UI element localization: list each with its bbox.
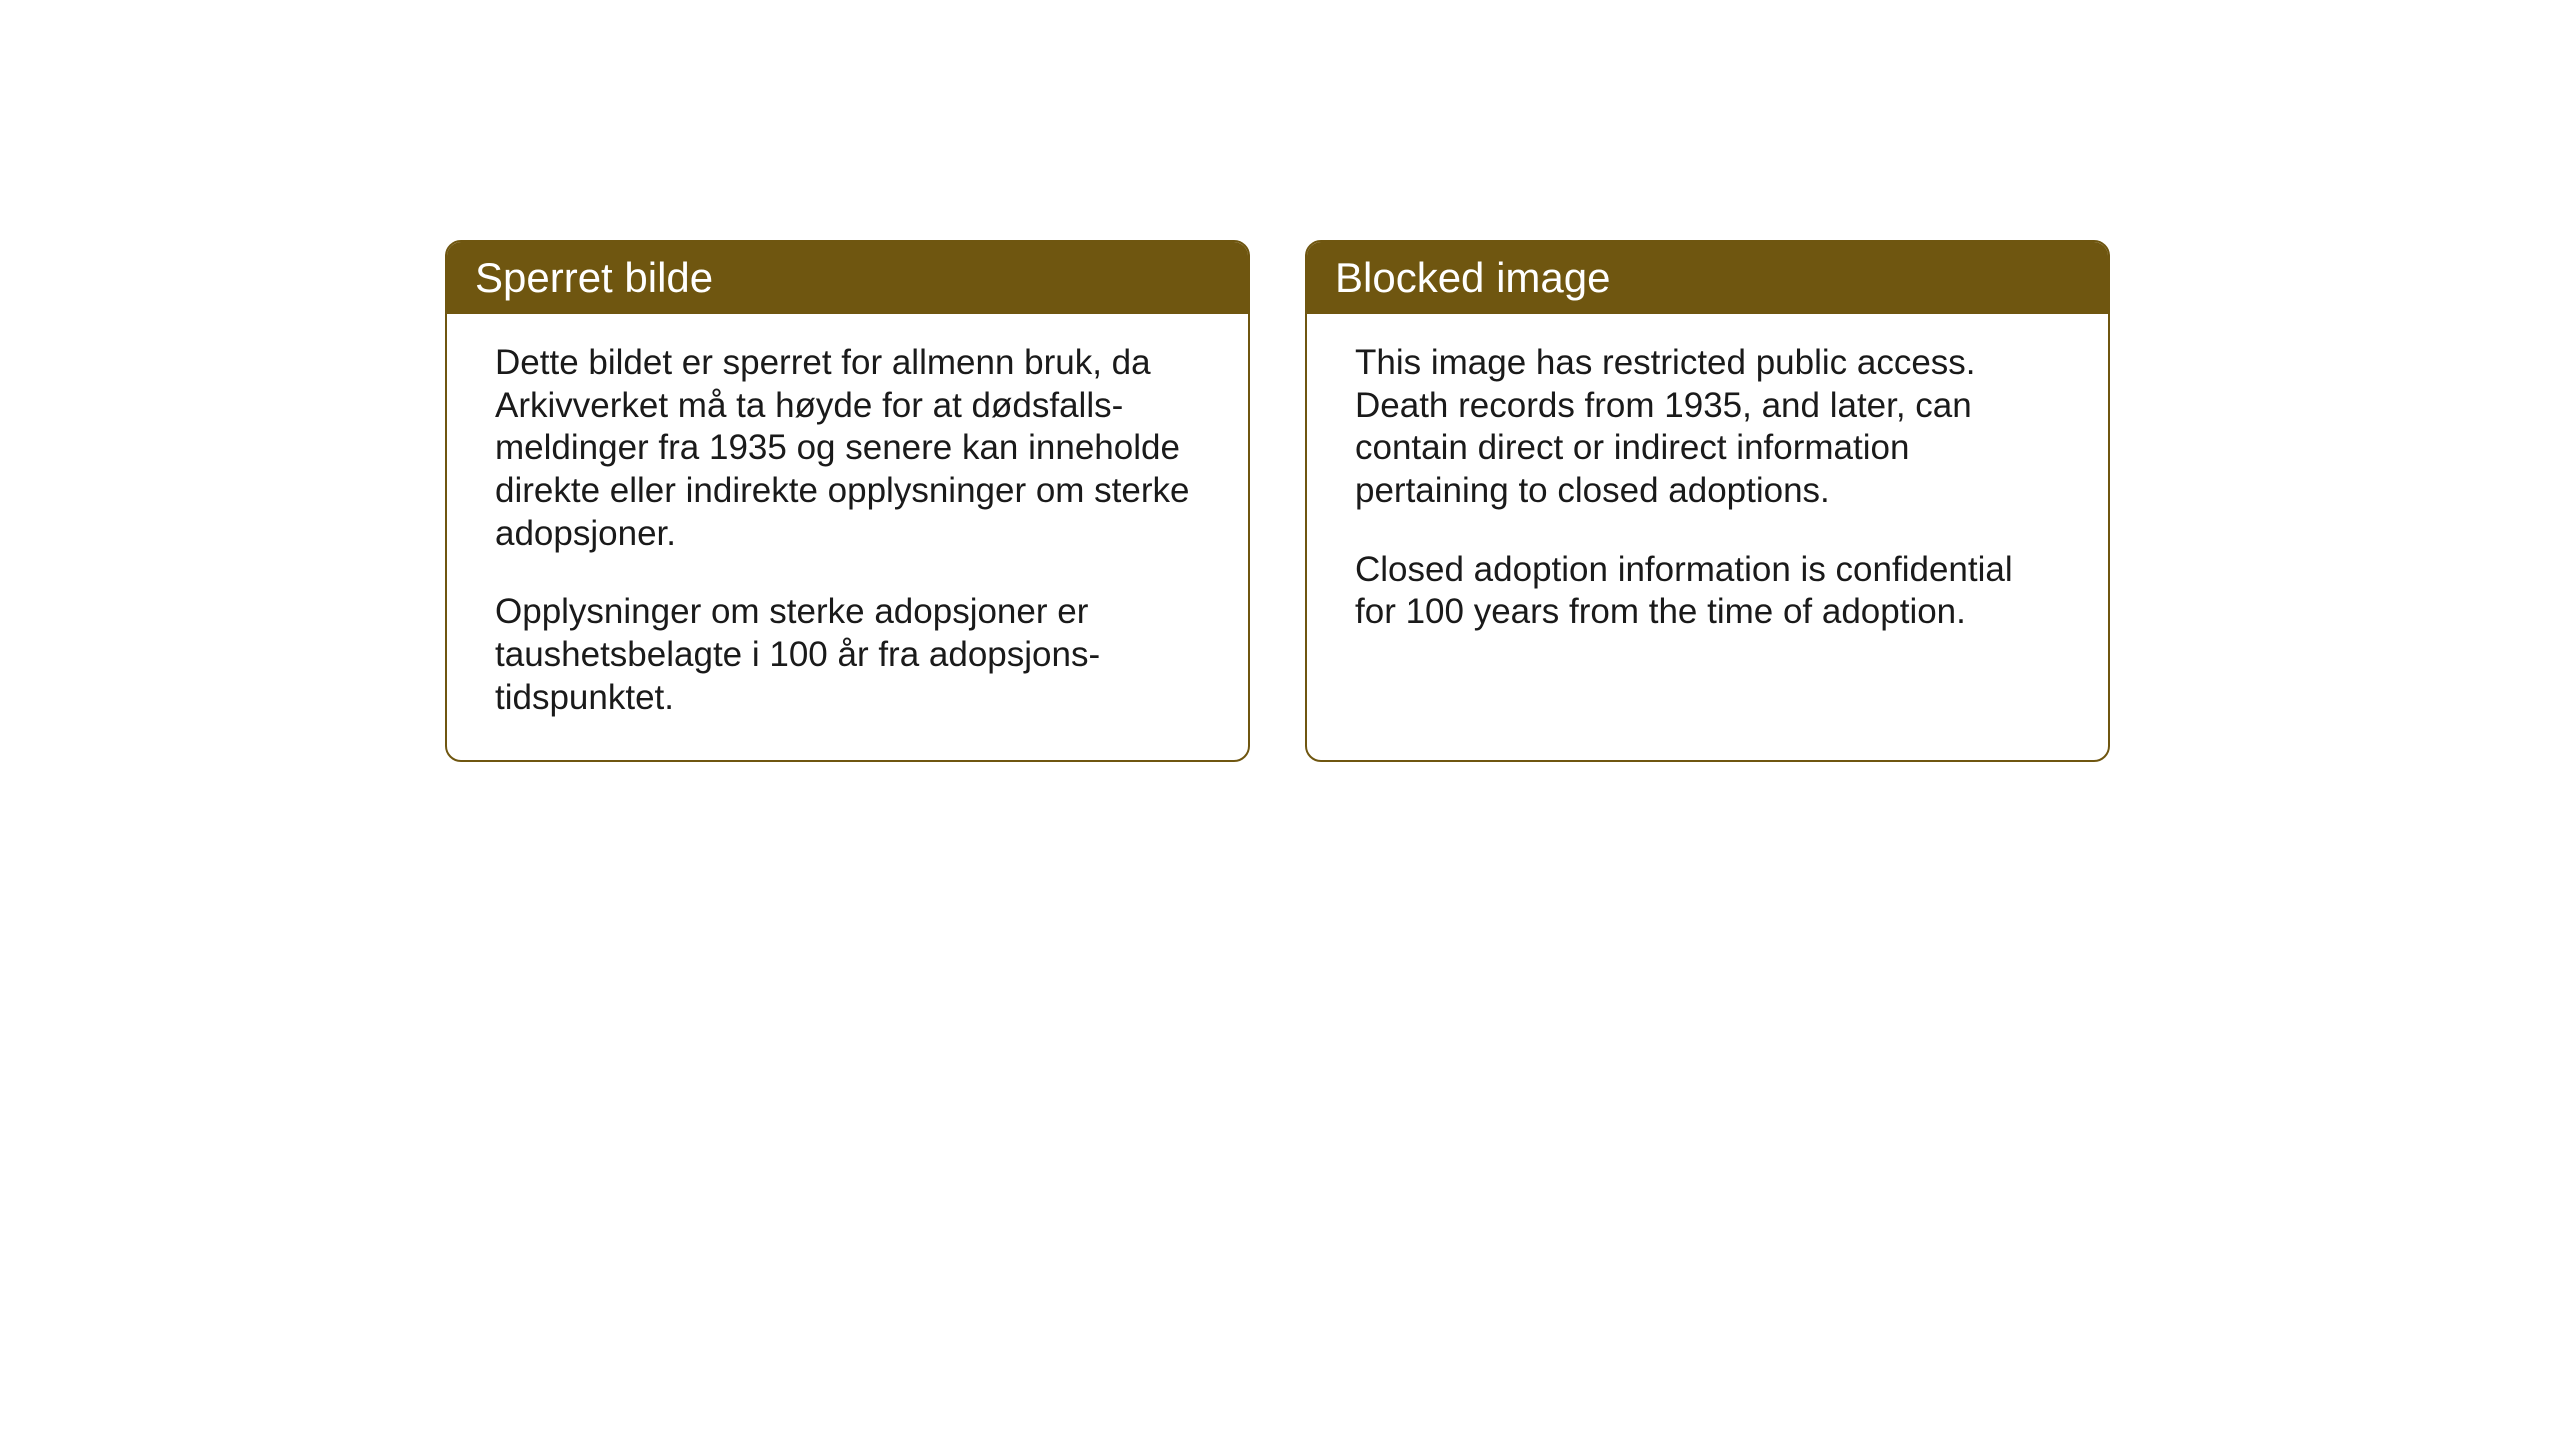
- card-title-norwegian: Sperret bilde: [475, 254, 713, 301]
- card-body-english: This image has restricted public access.…: [1307, 314, 2108, 674]
- card-norwegian: Sperret bilde Dette bildet er sperret fo…: [445, 240, 1250, 762]
- card-paragraph2-norwegian: Opplysninger om sterke adopsjoner er tau…: [495, 591, 1200, 719]
- card-paragraph1-english: This image has restricted public access.…: [1355, 342, 2060, 513]
- cards-container: Sperret bilde Dette bildet er sperret fo…: [445, 240, 2110, 762]
- card-body-norwegian: Dette bildet er sperret for allmenn bruk…: [447, 314, 1248, 760]
- card-title-english: Blocked image: [1335, 254, 1610, 301]
- card-english: Blocked image This image has restricted …: [1305, 240, 2110, 762]
- card-paragraph2-english: Closed adoption information is confident…: [1355, 549, 2060, 634]
- card-header-norwegian: Sperret bilde: [447, 242, 1248, 314]
- card-paragraph1-norwegian: Dette bildet er sperret for allmenn bruk…: [495, 342, 1200, 555]
- card-header-english: Blocked image: [1307, 242, 2108, 314]
